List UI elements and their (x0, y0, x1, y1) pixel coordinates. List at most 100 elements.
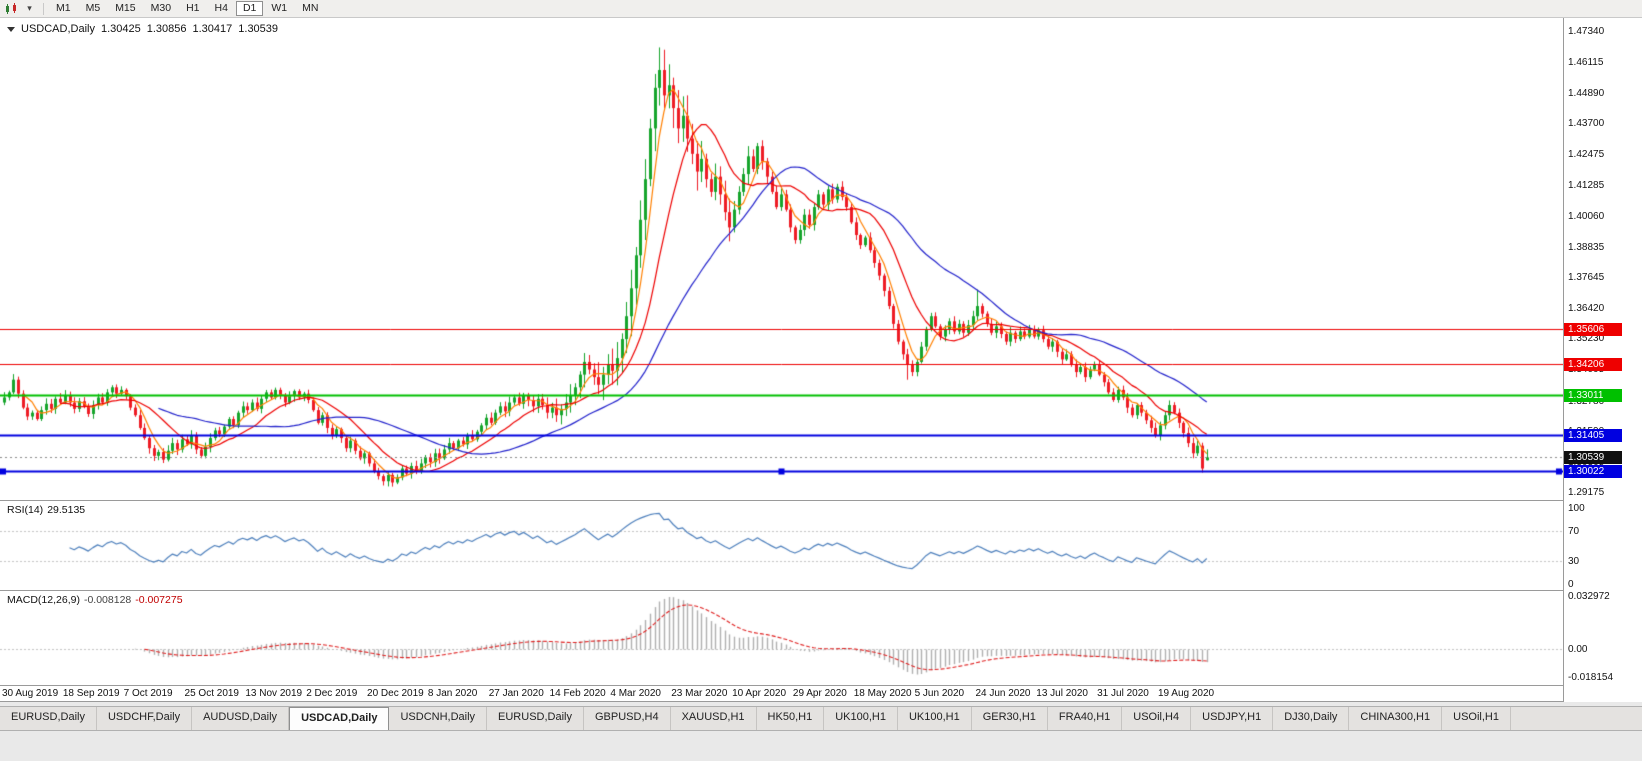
hline-price-label[interactable]: 1.31405 (1564, 429, 1622, 443)
rsi-tick: 70 (1568, 525, 1580, 537)
timeframe-m15[interactable]: M15 (108, 1, 142, 16)
date-label: 10 Apr 2020 (732, 688, 787, 699)
date-label: 30 Aug 2019 (2, 688, 59, 699)
rsi-value: 29.5135 (47, 504, 86, 516)
tab-gbpusd-h4[interactable]: GBPUSD,H4 (584, 707, 671, 730)
tab-ger30-h1[interactable]: GER30,H1 (972, 707, 1048, 730)
price-tick: 1.43700 (1568, 118, 1605, 130)
hline-price-label[interactable]: 1.35606 (1564, 322, 1622, 336)
date-label: 14 Feb 2020 (549, 688, 606, 699)
price-tick: 1.42475 (1568, 149, 1605, 161)
price-tick: 1.44890 (1568, 88, 1605, 100)
macd-tick: -0.018154 (1568, 672, 1614, 684)
date-label: 27 Jan 2020 (488, 688, 544, 699)
candlestick-glyph (6, 2, 16, 14)
hline-price-label[interactable]: 1.34206 (1564, 358, 1622, 372)
price-axis[interactable]: 1.47340 1.46115 1.44890 1.43700 1.42475 … (1564, 18, 1642, 702)
tab-usdcnh-daily[interactable]: USDCNH,Daily (389, 707, 488, 730)
timeframe-d1[interactable]: D1 (235, 1, 264, 16)
tab-china300-h1[interactable]: CHINA300,H1 (1349, 707, 1443, 730)
date-label: 7 Oct 2019 (123, 688, 173, 699)
date-label: 4 Mar 2020 (610, 688, 661, 699)
high-value: 1.30856 (146, 23, 187, 35)
macd-signal-value: -0.007275 (135, 594, 183, 606)
timeframe-h1[interactable]: H1 (179, 1, 206, 16)
chart-region: USDCAD,Daily 1.30425 1.30856 1.30417 1.3… (0, 18, 1642, 702)
price-tick: 1.36420 (1568, 303, 1605, 315)
axis-border (1563, 18, 1564, 702)
hline-price-label[interactable]: 1.30022 (1564, 464, 1622, 478)
tab-usdcad-daily[interactable]: USDCAD,Daily (289, 707, 390, 730)
close-value: 1.30539 (238, 23, 279, 35)
rsi-indicator-label: RSI(14) 29.5135 (7, 504, 85, 516)
macd-name: MACD(12,26,9) (7, 594, 80, 606)
rsi-tick: 30 (1568, 556, 1580, 568)
date-label: 5 Jun 2020 (914, 688, 965, 699)
tab-uk100-h1[interactable]: UK100,H1 (824, 707, 898, 730)
tab-uk100-h1-2[interactable]: UK100,H1 (898, 707, 972, 730)
price-tick: 1.35230 (1568, 333, 1605, 345)
date-axis[interactable]: 30 Aug 2019 18 Sep 2019 7 Oct 2019 25 Oc… (0, 685, 1563, 702)
bottom-strip (0, 731, 1642, 761)
date-label: 29 Apr 2020 (792, 688, 847, 699)
date-label: 31 Jul 2020 (1097, 688, 1149, 699)
tab-audusd-daily[interactable]: AUDUSD,Daily (192, 707, 290, 730)
symbol-label: USDCAD,Daily (21, 23, 95, 35)
rsi-name: RSI(14) (7, 504, 44, 516)
price-tick: 1.40060 (1568, 210, 1605, 222)
date-label: 2 Dec 2019 (306, 688, 358, 699)
price-chart-canvas[interactable] (0, 18, 1563, 702)
chart-tabs-bar: EURUSD,Daily USDCHF,Daily AUDUSD,Daily U… (0, 706, 1642, 731)
symbol-dropdown-icon[interactable] (7, 26, 15, 32)
tab-usdjpy-h1[interactable]: USDJPY,H1 (1191, 707, 1274, 730)
pane-separator-rsi[interactable] (0, 500, 1642, 501)
date-label: 8 Jan 2020 (427, 688, 478, 699)
timeframe-h4[interactable]: H4 (208, 1, 235, 16)
chart-type-icon[interactable] (3, 2, 20, 16)
date-label: 20 Dec 2019 (367, 688, 424, 699)
pane-separator-macd[interactable] (0, 590, 1642, 591)
tab-usoil-h4[interactable]: USOil,H4 (1122, 707, 1192, 730)
rsi-tick: 0 (1568, 579, 1574, 590)
timeframe-toolbar: ▾ M1 M5 M15 M30 H1 H4 D1 W1 MN (0, 0, 1642, 18)
timeframe-m1[interactable]: M1 (49, 1, 78, 16)
hline-price-label[interactable]: 1.33011 (1564, 388, 1622, 402)
date-label: 19 Aug 2020 (1157, 688, 1215, 699)
tab-usdchf-daily[interactable]: USDCHF,Daily (97, 707, 193, 730)
date-label: 24 Jun 2020 (975, 688, 1031, 699)
date-label: 13 Nov 2019 (245, 688, 303, 699)
chart-dropdown-caret-icon[interactable]: ▾ (27, 3, 32, 13)
tab-usoil-h1[interactable]: USOil,H1 (1442, 707, 1511, 730)
open-value: 1.30425 (100, 23, 141, 35)
macd-main-value: -0.008128 (83, 594, 132, 606)
macd-tick: 0.00 (1568, 643, 1588, 655)
macd-tick: 0.032972 (1568, 591, 1610, 603)
pane-separator-dates (0, 685, 1642, 686)
tab-dj30-daily[interactable]: DJ30,Daily (1273, 707, 1350, 730)
price-tick: 1.37645 (1568, 272, 1605, 284)
tab-hk50-h1[interactable]: HK50,H1 (757, 707, 825, 730)
timeframe-mn[interactable]: MN (295, 1, 325, 16)
toolbar-separator (43, 2, 44, 15)
macd-indicator-label: MACD(12,26,9) -0.008128 -0.007275 (7, 594, 183, 606)
date-label: 25 Oct 2019 (184, 688, 239, 699)
timeframe-m5[interactable]: M5 (79, 1, 108, 16)
timeframe-w1[interactable]: W1 (264, 1, 294, 16)
price-tick: 1.41285 (1568, 179, 1605, 191)
chart-bottom-border (0, 701, 1642, 702)
tab-eurusd-daily-2[interactable]: EURUSD,Daily (487, 707, 584, 730)
date-label: 23 Mar 2020 (671, 688, 728, 699)
timeframe-m30[interactable]: M30 (144, 1, 178, 16)
current-price-label: 1.30539 (1564, 451, 1622, 465)
price-tick: 1.46115 (1568, 57, 1604, 69)
tab-xauusd-h1[interactable]: XAUUSD,H1 (671, 707, 757, 730)
price-tick: 1.38835 (1568, 241, 1605, 253)
date-label: 18 Sep 2019 (62, 688, 120, 699)
rsi-tick: 100 (1568, 503, 1585, 514)
date-label: 18 May 2020 (853, 688, 912, 699)
chart-title: USDCAD,Daily 1.30425 1.30856 1.30417 1.3… (7, 23, 278, 35)
tab-fra40-h1[interactable]: FRA40,H1 (1048, 707, 1123, 730)
tab-eurusd-daily[interactable]: EURUSD,Daily (0, 707, 97, 730)
price-tick: 1.47340 (1568, 25, 1605, 37)
low-value: 1.30417 (192, 23, 233, 35)
